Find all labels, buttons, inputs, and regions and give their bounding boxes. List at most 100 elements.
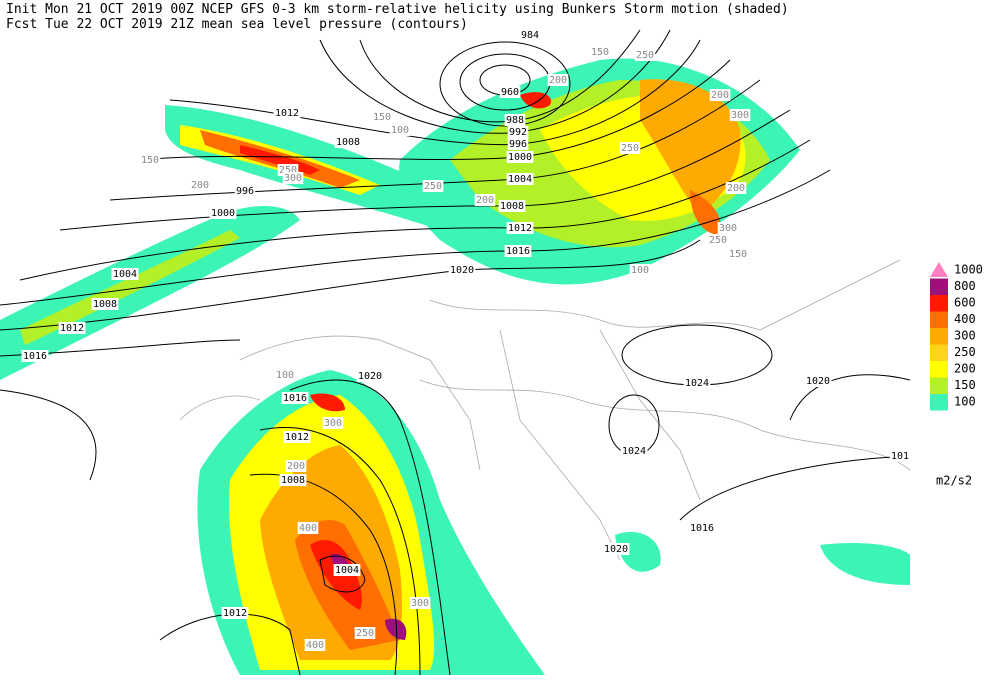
isobar-label: 1016 (506, 246, 530, 257)
isobar-label-bg (273, 107, 301, 119)
helicity-label-bg (274, 369, 296, 381)
isobar-label: 992 (509, 127, 527, 138)
helicity-label-bg (589, 46, 611, 58)
helicity-label: 250 (636, 50, 654, 61)
isobar-label: 1008 (93, 299, 117, 310)
helicity-label-bg (709, 89, 731, 101)
helicity-label: 200 (727, 183, 745, 194)
borders (179, 259, 911, 561)
helicity-label-bg (371, 111, 393, 123)
isobar-label-bg (506, 222, 534, 234)
isobar-label-bg (620, 445, 648, 457)
isobar-label-bg (234, 185, 256, 197)
helicity-label: 300 (324, 418, 342, 429)
helicity-label: 400 (306, 640, 324, 651)
helicity-label: 250 (709, 235, 727, 246)
helicity-label: 150 (591, 47, 609, 58)
isobar-label-bg (688, 522, 716, 534)
legend-label: 600 (954, 296, 976, 310)
helicity-label-bg (422, 180, 444, 192)
helicity-label: 300 (731, 110, 749, 121)
isobar-label-bg (58, 322, 86, 334)
legend-label: 400 (954, 312, 976, 326)
isobar-label-bg (334, 136, 362, 148)
helicity-label: 250 (279, 165, 297, 176)
isobar-label: 1012 (275, 108, 299, 119)
isobar-label: 1016 (283, 393, 307, 404)
isobar-label-bg (507, 126, 529, 138)
helicity-label-bg (189, 179, 211, 191)
isobar-label-bg (504, 114, 526, 126)
header-line1: Init Mon 21 OCT 2019 00Z NCEP GFS 0-3 km… (6, 2, 789, 17)
helicity-label: 300 (284, 173, 302, 184)
isobar-label-bg (279, 474, 307, 486)
isobar-label-bg (356, 370, 384, 382)
helicity-label: 200 (476, 195, 494, 206)
helicity-label-bg (322, 417, 344, 429)
legend-swatch (930, 328, 948, 345)
isobar-label-bg (221, 607, 249, 619)
legend-swatch (930, 344, 948, 361)
isobar-label-bg (209, 207, 237, 219)
isobar-label: 101 (891, 451, 909, 462)
legend-swatch (930, 278, 948, 295)
helicity-label: 150 (729, 249, 747, 260)
helicity-label-bg (297, 522, 319, 534)
legend-swatch (930, 311, 948, 328)
legend-label: 250 (954, 345, 976, 359)
helicity-label-bg (629, 264, 651, 276)
isobar-label: 1004 (335, 565, 359, 576)
isobar-label: 996 (236, 186, 254, 197)
helicity-label: 250 (356, 628, 374, 639)
isobar-label: 1016 (690, 523, 714, 534)
isobar-label-bg (21, 350, 49, 362)
isobar-label-bg (504, 245, 532, 257)
isobar-label-bg (111, 268, 139, 280)
isobar-label: 1012 (508, 223, 532, 234)
legend-swatch (930, 361, 948, 378)
isobar-label: 960 (501, 87, 519, 98)
isobar-label-bg (506, 151, 534, 163)
isobar-label: 1000 (508, 152, 532, 163)
helicity-label-bg (139, 154, 161, 166)
isobar-label-bg (91, 298, 119, 310)
isobar-label-bg (333, 564, 361, 576)
isobar-label: 996 (509, 139, 527, 150)
header-line2: Fcst Tue 22 OCT 2019 21Z mean sea level … (6, 17, 468, 32)
isobar-label: 1020 (450, 265, 474, 276)
isobar-label: 1000 (211, 208, 235, 219)
helicity-label: 100 (631, 265, 649, 276)
legend-swatch (930, 295, 948, 312)
isobar-label: 1012 (223, 608, 247, 619)
isobar-label: 1024 (622, 446, 646, 457)
legend-swatch (930, 262, 948, 277)
helicity-label-bg (285, 460, 307, 472)
helicity-label-bg (619, 142, 641, 154)
isobar-label-bg (507, 138, 529, 150)
isobar-label-bg (281, 392, 309, 404)
helicity-label-bg (282, 172, 304, 184)
legend-label: 150 (954, 378, 976, 392)
legend-label: 100 (954, 395, 976, 409)
helicity-label-bg (634, 49, 656, 61)
isobar-label: 1004 (508, 174, 532, 185)
isobar-label: 1020 (358, 371, 382, 382)
isobar-label: 1016 (23, 351, 47, 362)
isobar-label: 1008 (281, 475, 305, 486)
legend-label: 200 (954, 362, 976, 376)
isobar-label: 1020 (604, 544, 628, 555)
helicity-label: 300 (719, 223, 737, 234)
helicity-label-bg (717, 222, 739, 234)
helicity-label-bg (354, 627, 376, 639)
isobar-label-bg (499, 86, 521, 98)
helicity-label: 200 (191, 180, 209, 191)
helicity-label-bg (725, 182, 747, 194)
isobar-label: 988 (506, 115, 524, 126)
legend-label: 1000 (954, 263, 983, 277)
isobar-label: 1008 (500, 201, 524, 212)
isobar-label-bg (602, 543, 630, 555)
helicity-label: 250 (424, 181, 442, 192)
isobar-label-bg (283, 431, 311, 443)
legend-swatch (930, 394, 948, 411)
